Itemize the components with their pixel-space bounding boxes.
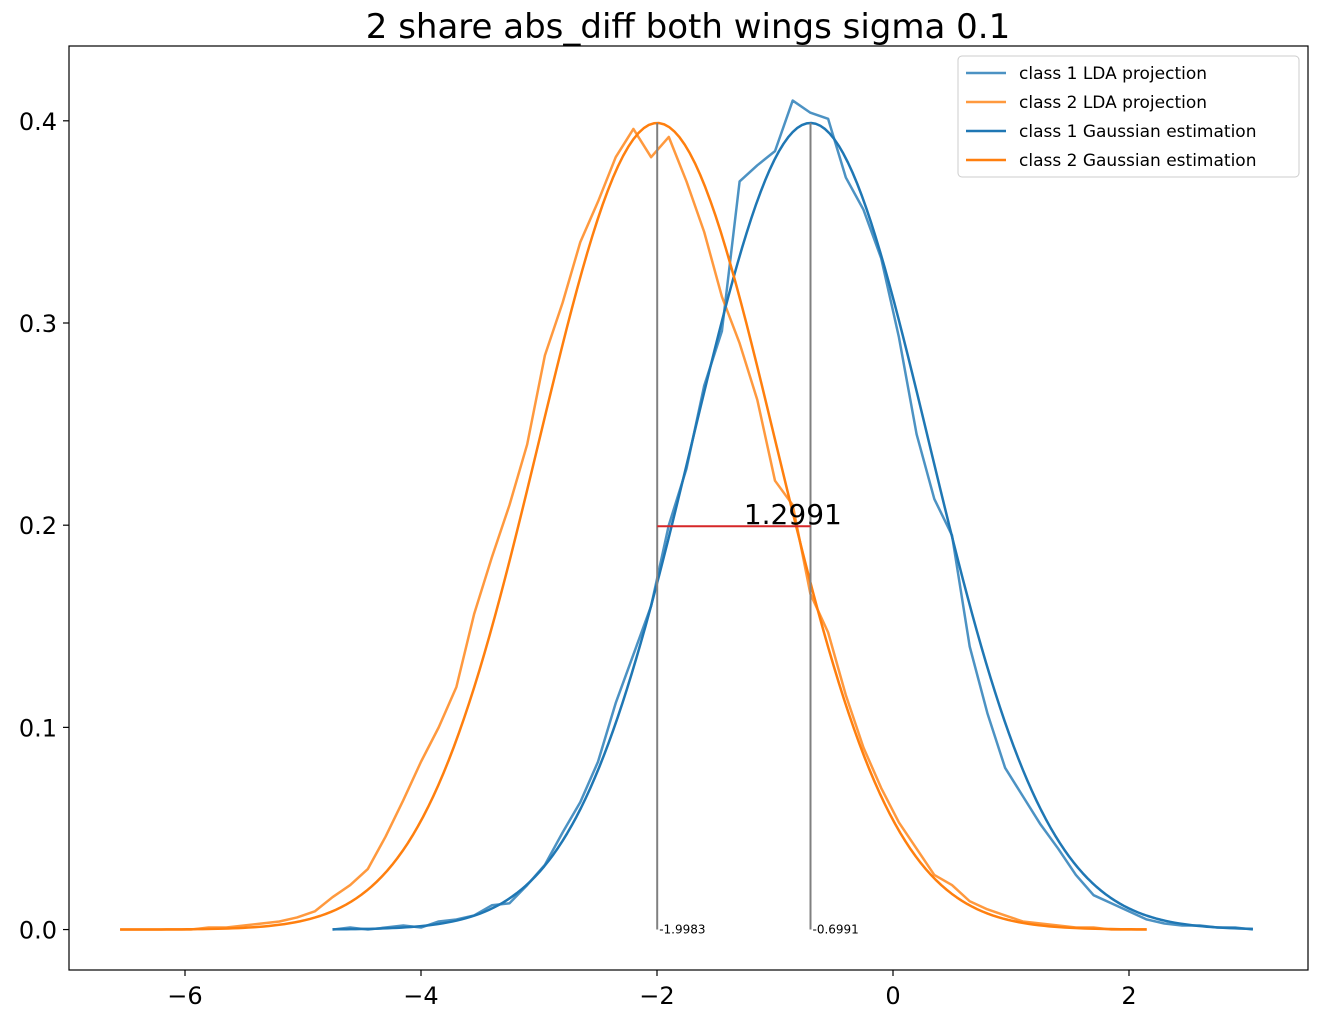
chart-title: 2 share abs_diff both wings sigma 0.1 [366, 7, 1010, 47]
x-tick-label: −2 [639, 982, 674, 1010]
y-tick-label: 0.1 [19, 714, 57, 742]
plot-frame [68, 45, 1309, 971]
legend-label: class 2 LDA projection [1019, 93, 1207, 113]
annotations: -1.9983 -0.6991 1.2991 [659, 498, 859, 936]
legend: class 1 LDA projection class 2 LDA proje… [957, 55, 1300, 178]
series-line-2 [120, 127, 1147, 931]
axes: −6 −4 −2 0 2 0.0 0.1 0.2 0.3 0.4 [19, 45, 1309, 1010]
legend-label: class 1 Gaussian estimation [1019, 122, 1256, 142]
legend-label: class 1 LDA projection [1019, 64, 1207, 84]
mean-label-class-1: -0.6991 [813, 923, 859, 937]
series-line-4 [120, 121, 1147, 931]
plot-area [120, 99, 1254, 931]
y-tick-label: 0.3 [19, 310, 57, 338]
mean-difference-label: 1.2991 [744, 498, 842, 531]
y-tick-label: 0.4 [19, 108, 57, 136]
series-group [120, 99, 1254, 931]
y-tick-label: 0.0 [19, 917, 57, 945]
x-tick-label: −6 [167, 982, 202, 1010]
series-line-1 [332, 99, 1254, 931]
mean-label-class-2: -1.9983 [659, 923, 705, 937]
x-tick-label: 2 [1121, 982, 1136, 1010]
x-tick-label: −4 [403, 982, 438, 1010]
series-line-3 [332, 121, 1253, 931]
x-tick-label: 0 [885, 982, 900, 1010]
legend-label: class 2 Gaussian estimation [1019, 151, 1256, 171]
legend-box [957, 55, 1300, 178]
y-tick-label: 0.2 [19, 512, 57, 540]
